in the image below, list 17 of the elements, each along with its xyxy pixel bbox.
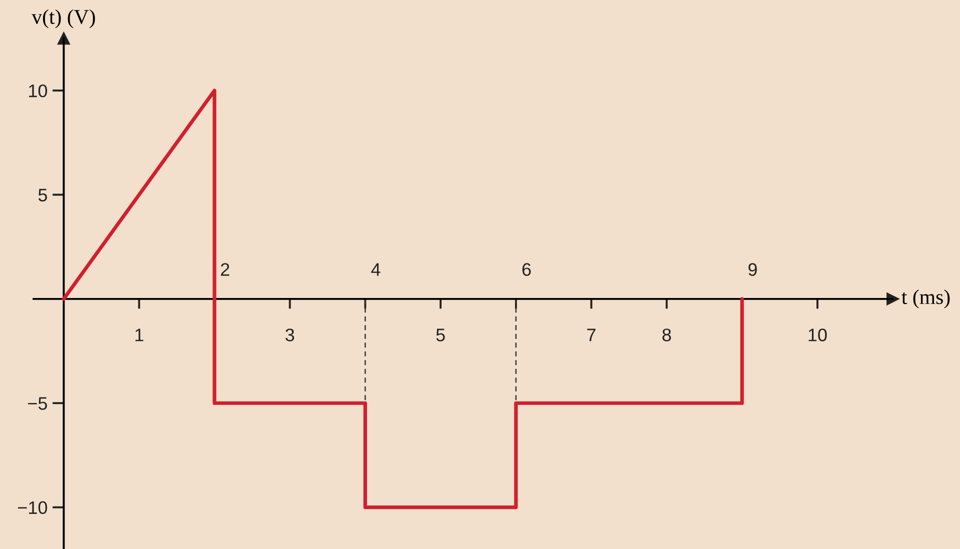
annotation: 9 [748,263,757,276]
y-tick-label: 10 [29,84,48,98]
annotation: 2 [220,263,230,276]
x-tick-label: 10 [808,328,827,342]
annotation: 4 [371,263,380,276]
y-tick-label: 5 [38,188,48,202]
line-series [62,88,744,510]
x-tick-label: 3 [286,328,294,342]
x-tick-label: 8 [662,328,671,342]
x-axis-title: t (ms) [902,289,950,308]
y-tick-label: −10 [18,501,48,514]
y-tick-label: −5 [28,397,48,410]
x-tick-label: 5 [436,328,445,342]
annotation: 6 [522,263,531,276]
y-axis-title: v(t) (V) [32,9,95,28]
x-tick-label: 1 [135,328,144,342]
x-tick-label: 7 [587,328,596,342]
